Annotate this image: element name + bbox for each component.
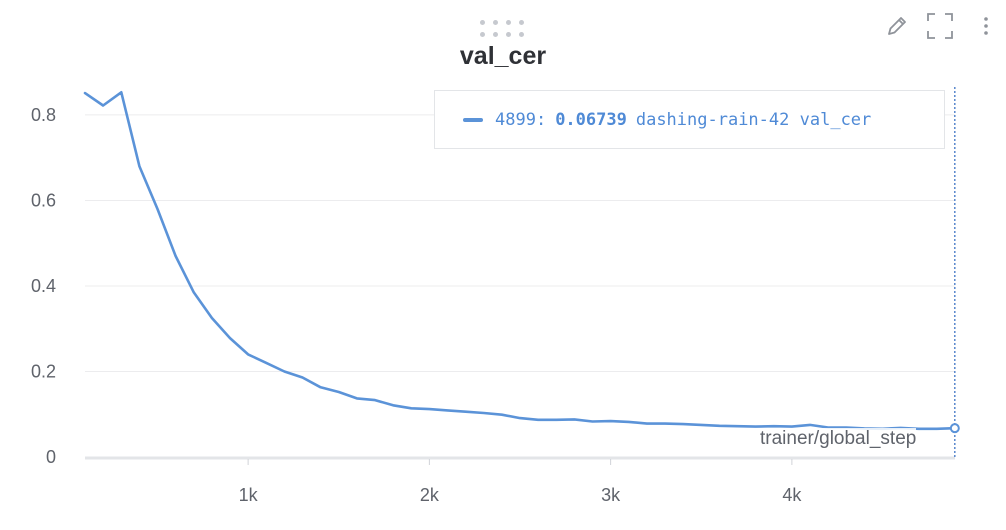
- y-tick-label: 0.4: [31, 276, 56, 296]
- hover-point[interactable]: [949, 423, 960, 434]
- series-line-dashing-rain-42[interactable]: [83, 91, 957, 431]
- y-tick-label: 0.6: [31, 190, 56, 210]
- x-tick-label: 3k: [601, 485, 621, 505]
- legend-metric: val_cer: [799, 109, 872, 130]
- more-vertical-icon[interactable]: [972, 10, 1000, 42]
- legend-step: 4899:: [495, 109, 547, 130]
- y-tick-label: 0.8: [31, 105, 56, 125]
- x-tick-label: 1k: [239, 485, 259, 505]
- x-axis-title: trainer/global_step: [760, 428, 917, 450]
- drag-handle-icon[interactable]: [480, 20, 528, 38]
- hover-legend: 4899: 0.06739 dashing-rain-42 val_cer: [434, 90, 945, 149]
- y-tick-label: 0.2: [31, 361, 56, 381]
- legend-value: 0.06739: [555, 109, 627, 130]
- pencil-icon[interactable]: [880, 10, 912, 42]
- legend-run-name[interactable]: dashing-rain-42: [635, 109, 790, 130]
- x-tick-label: 2k: [420, 485, 440, 505]
- chart-title: val_cer: [459, 42, 547, 70]
- y-tick-label: 0: [46, 447, 56, 467]
- x-tick-label: 4k: [782, 485, 802, 505]
- fullscreen-icon[interactable]: [924, 10, 956, 42]
- legend-swatch: [463, 117, 483, 122]
